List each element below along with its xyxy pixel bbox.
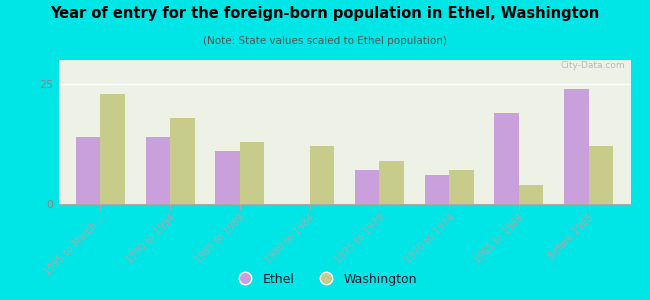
Bar [146,137,170,204]
Bar [449,170,474,204]
Text: City-Data.com: City-Data.com [560,61,625,70]
Text: (Note: State values scaled to Ethel population): (Note: State values scaled to Ethel popu… [203,36,447,46]
Bar [215,151,240,204]
Bar [170,118,194,204]
Bar [564,89,589,204]
Legend: Ethel, Washington: Ethel, Washington [228,268,422,291]
Bar [76,137,100,204]
Bar [495,113,519,204]
Text: Year of entry for the foreign-born population in Ethel, Washington: Year of entry for the foreign-born popul… [51,6,599,21]
Bar [519,185,543,204]
Bar [240,142,265,204]
Bar [309,146,334,204]
Bar [424,175,449,204]
Bar [589,146,613,204]
Bar [355,170,380,204]
Bar [380,161,404,204]
Bar [100,94,125,204]
